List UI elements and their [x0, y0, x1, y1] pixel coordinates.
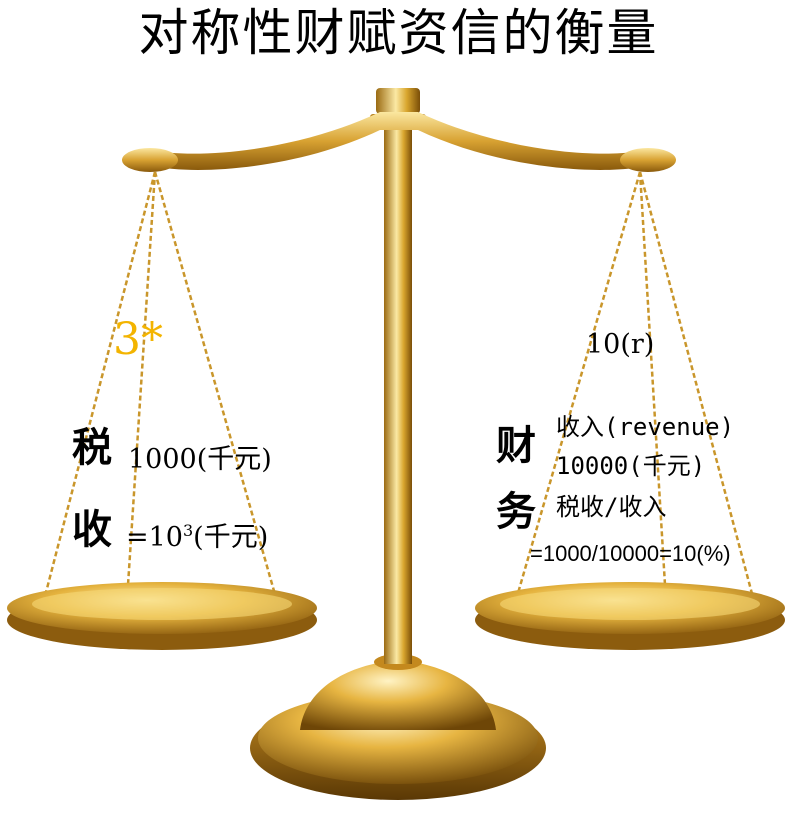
scale-pole	[384, 112, 412, 664]
chains-right	[514, 171, 757, 606]
scale-base-dome	[300, 660, 496, 730]
collect-value: =103(千元)	[126, 521, 269, 553]
beam-end-right	[620, 148, 676, 172]
collect-char: 收	[72, 507, 112, 553]
revenue-label: 收入(revenue)	[556, 413, 735, 441]
collect-value-suffix: (千元)	[193, 522, 269, 553]
tax-char: 税	[72, 425, 112, 471]
collect-value-prefix: =10	[126, 522, 183, 553]
ratio-label: 税收/收入	[556, 493, 667, 521]
tax-value: 1000(千元)	[128, 444, 272, 475]
finance-char-2: 务	[496, 489, 536, 535]
scale-pole-cap	[376, 88, 420, 114]
page-title: 对称性财赋资信的衡量	[138, 4, 659, 62]
scale-beam	[150, 112, 648, 170]
chains-left	[42, 171, 280, 606]
collect-value-exponent: 3	[182, 521, 194, 540]
finance-char-1: 财	[496, 423, 536, 469]
left-marker: 3*	[113, 314, 163, 365]
ratio-formula: =1000/10000=10(%)	[530, 541, 731, 566]
rate-label: 10(r)	[586, 329, 655, 360]
revenue-value: 10000(千元)	[556, 452, 706, 480]
beam-end-left	[122, 148, 178, 172]
